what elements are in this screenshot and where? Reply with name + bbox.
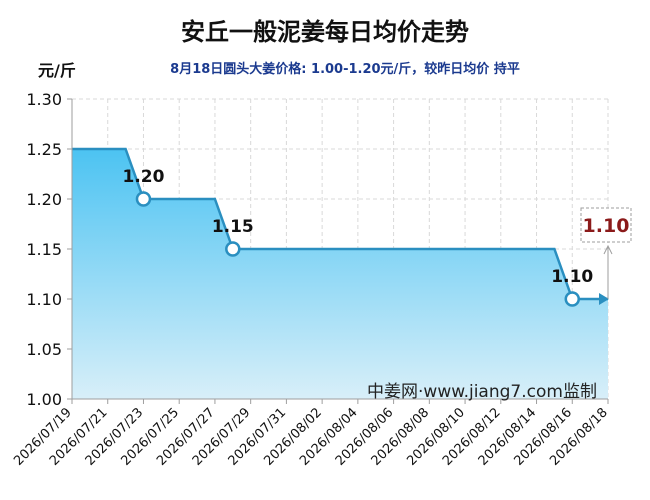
price-line	[72, 147, 608, 301]
y-tick-label: 1.20	[26, 190, 62, 209]
data-point-marker	[564, 291, 581, 307]
current-value-callout: 1.10	[580, 207, 632, 305]
y-tick-label: 1.00	[26, 390, 62, 409]
data-label: 1.15	[212, 217, 254, 237]
y-axis-unit-label: 元/斤	[38, 61, 76, 80]
data-point-marker	[135, 191, 152, 207]
data-label: 1.20	[122, 167, 164, 187]
y-tick-labels: 1.30 1.25 1.20 1.15 1.10 1.05 1.00	[26, 90, 72, 409]
data-point-marker	[225, 241, 241, 257]
data-markers	[135, 191, 581, 307]
chart-subtitle: 8月18日圆头大姜价格: 1.00-1.20元/斤，较昨日均价 持平	[170, 61, 520, 77]
price-area-fill	[72, 149, 608, 399]
current-value-text: 1.10	[583, 215, 630, 237]
data-label: 1.10	[551, 267, 593, 287]
chart-title: 安丘一般泥姜每日均价走势	[181, 18, 469, 46]
y-tick-label: 1.15	[26, 240, 62, 259]
data-labels: 1.20 1.15 1.10	[122, 167, 593, 287]
end-arrow-head	[599, 293, 609, 305]
watermark: 中姜网·www.jiang7.com监制	[367, 382, 597, 402]
current-value-pointer-head	[603, 244, 613, 255]
x-tick-labels: 2026/07/192026/07/212026/07/232026/07/25…	[11, 399, 611, 469]
y-tick-label: 1.25	[26, 140, 62, 159]
y-tick-label: 1.10	[26, 290, 62, 309]
y-tick-label: 1.05	[26, 340, 62, 359]
y-tick-label: 1.30	[26, 90, 62, 109]
current-value-box	[580, 207, 632, 243]
